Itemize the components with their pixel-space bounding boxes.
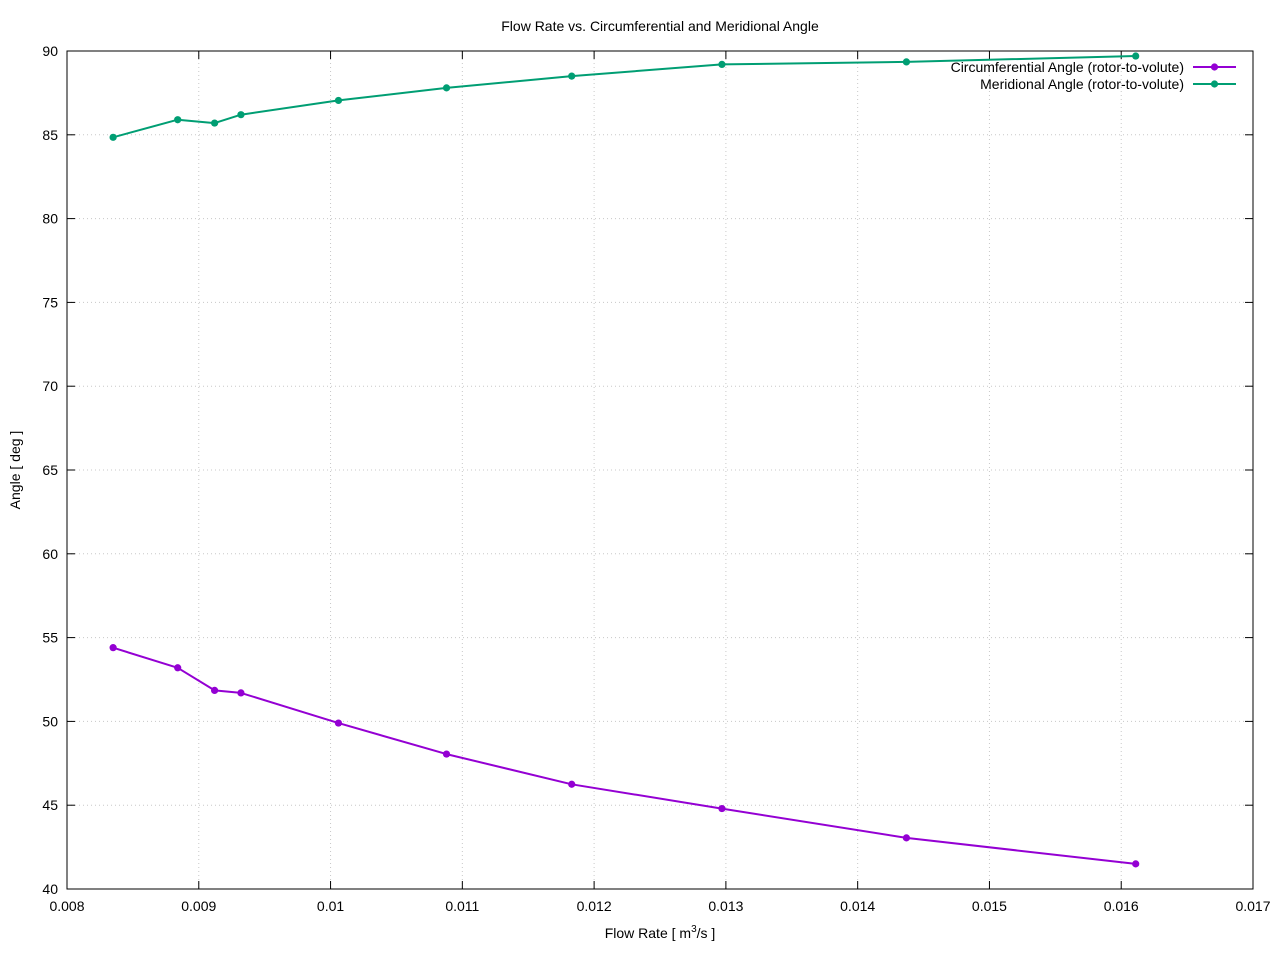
y-tick-label: 45 <box>42 797 58 813</box>
legend-marker-1 <box>1210 63 1219 71</box>
series-1-point <box>902 834 911 842</box>
series-line-1 <box>112 646 1136 865</box>
series-2-point <box>718 60 726 69</box>
legend-label-2: Meridional Angle (rotor-to-volute) <box>980 76 1184 92</box>
legend-label-1: Circumferential Angle (rotor-to-volute) <box>951 59 1184 75</box>
series-1-point <box>1132 860 1140 868</box>
series-2-point <box>1132 52 1140 60</box>
y-tick-label: 90 <box>42 43 58 59</box>
plot-frame <box>66 50 1254 890</box>
x-tick-label: 0.017 <box>1235 898 1270 914</box>
series-1-point <box>442 750 451 758</box>
x-tick-label: 0.014 <box>840 898 875 914</box>
x-tick-label: 0.013 <box>708 898 743 914</box>
y-tick-label: 75 <box>42 294 58 310</box>
series-layer <box>109 52 1140 868</box>
series-2-point <box>442 84 451 92</box>
y-tick-label: 50 <box>42 713 58 729</box>
y-axis-label: Angle [ deg ] <box>7 431 23 510</box>
series-2-point <box>210 119 219 127</box>
y-tick-label: 55 <box>42 630 58 646</box>
series-2-point <box>568 72 576 80</box>
x-axis-label-tail: /s ] <box>697 925 716 941</box>
x-tick-label: 0.008 <box>49 898 84 914</box>
x-axis-label: Flow Rate [ m3/s ] <box>605 924 716 941</box>
series-2-point <box>334 96 343 105</box>
series-1-point <box>568 780 576 788</box>
y-tick-label: 80 <box>42 211 58 227</box>
series-1-point <box>210 686 219 694</box>
series-1-point <box>237 689 245 697</box>
grid-lines <box>67 51 1253 889</box>
series-line-2 <box>112 55 1136 139</box>
y-tick-label: 65 <box>42 462 58 478</box>
series-1-point <box>174 664 182 672</box>
x-tick-label: 0.015 <box>972 898 1007 914</box>
tick-labels: 0.008 0.009 0.01 0.011 0.012 0.013 0.014 0.015 0… <box>42 43 1270 914</box>
x-tick-label: 0.009 <box>181 898 216 914</box>
x-tick-label: 0.011 <box>445 898 479 914</box>
y-tick-label: 70 <box>42 378 58 394</box>
legend: Circumferential Angle (rotor-to-volute)M… <box>951 59 1236 92</box>
series-2-point <box>902 58 911 66</box>
series-2-point <box>174 116 182 124</box>
x-tick-label: 0.016 <box>1104 898 1139 914</box>
y-tick-label: 60 <box>42 546 58 562</box>
series-1-point <box>109 644 117 652</box>
y-tick-label: 85 <box>42 127 58 143</box>
x-tick-label: 0.01 <box>317 898 344 914</box>
x-tick-label: 0.012 <box>577 898 612 914</box>
series-2-point <box>109 133 117 141</box>
y-tick-label: 40 <box>42 881 58 897</box>
series-2-point <box>237 111 245 119</box>
chart-title: Flow Rate vs. Circumferential and Meridi… <box>501 18 819 34</box>
series-1-point <box>718 804 726 813</box>
series-1-point <box>334 719 343 727</box>
x-axis-label-main: Flow Rate [ m <box>605 925 691 941</box>
legend-marker-2 <box>1210 80 1219 88</box>
x-axis-label-superscript: 3 <box>691 924 697 935</box>
